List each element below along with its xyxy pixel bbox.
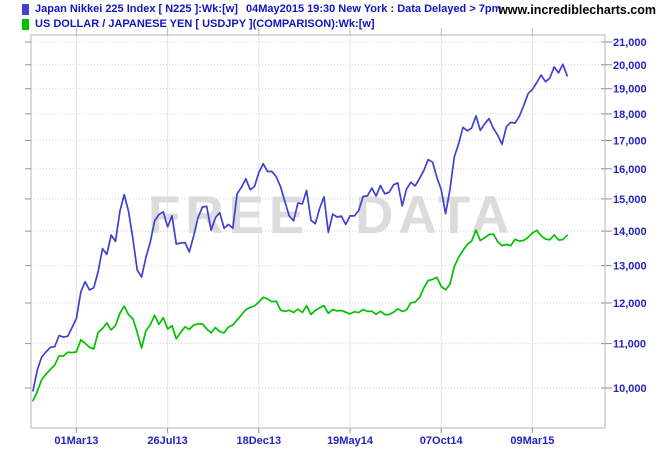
axis-frame-and-ticks [25, 28, 612, 433]
y-axis-label: 16,000 [613, 164, 647, 176]
plot-frame [30, 34, 606, 429]
x-axis-labels: 01Mar13 26Jul13 18Dec13 19May14 07Oct14 09Mar… [54, 435, 554, 447]
nikkei-legend-swatch-icon [22, 3, 29, 15]
y-axis-label: 14,000 [613, 226, 647, 238]
y-axis-label: 20,000 [613, 60, 647, 72]
x-axis-label: 26Jul13 [147, 435, 187, 447]
x-axis-label: 09Mar15 [510, 435, 554, 447]
y-axis-label: 13,000 [613, 261, 647, 273]
y-axis-label: 19,000 [613, 84, 647, 96]
usdjpy-legend-label: US DOLLAR / JAPANESE YEN [ USDJPY ](COMP… [35, 18, 375, 30]
legend-item-usdjpy: US DOLLAR / JAPANESE YEN [ USDJPY ](COMP… [22, 18, 375, 30]
grid-lines [31, 35, 605, 428]
nikkei-legend-label: Japan Nikkei 225 Index [ N225 ]:Wk:[w] [35, 3, 238, 15]
y-axis-label: 10,000 [613, 383, 647, 395]
y-axis-label: 18,000 [613, 109, 647, 121]
series-lines [32, 63, 569, 402]
x-axis-label: 18Dec13 [236, 435, 281, 447]
y-axis-label: 17,000 [613, 136, 647, 148]
y-axis-label: 21,000 [613, 37, 647, 49]
x-axis-label: 07Oct14 [420, 435, 464, 447]
free-data-watermark: FREE DATA [148, 186, 514, 245]
site-url-text: www.incrediblecharts.com [498, 3, 656, 17]
y-axis-label: 15,000 [613, 194, 647, 206]
y-axis-label: 12,000 [613, 298, 647, 310]
usdjpy-line [32, 229, 569, 402]
usdjpy-legend-swatch-icon [22, 18, 29, 30]
legend-item-nikkei: Japan Nikkei 225 Index [ N225 ]:Wk:[w] 0… [22, 3, 501, 15]
x-axis-label: 19May14 [327, 435, 374, 447]
x-axis-label: 01Mar13 [54, 435, 98, 447]
y-axis-labels: 10,000 11,000 12,000 13,000 14,000 15,000 16,0… [613, 37, 647, 395]
y-axis-label: 11,000 [613, 339, 646, 351]
quote-timestamp: 04May2015 19:30 New York : Data Delayed … [245, 3, 502, 15]
nikkei-line [32, 63, 569, 392]
